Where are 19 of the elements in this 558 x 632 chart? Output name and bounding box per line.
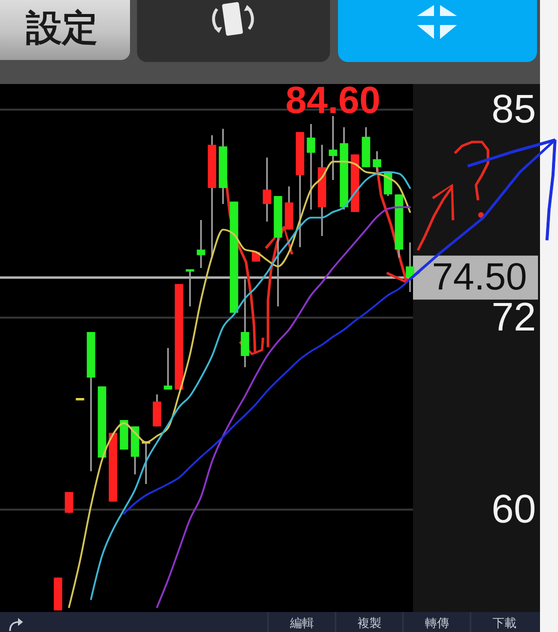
candlestick — [372, 150, 382, 173]
annotation: 84.60 — [285, 80, 381, 122]
candlestick — [328, 115, 338, 181]
candlestick — [262, 156, 272, 222]
text: 設定 — [25, 8, 98, 49]
line-series — [123, 278, 411, 514]
text: 複製 — [357, 616, 382, 630]
candlestick — [164, 347, 172, 390]
text: 編輯 — [288, 616, 314, 630]
candlestick — [196, 219, 206, 269]
y-tick-label: 60 — [492, 488, 536, 532]
candlestick — [64, 491, 74, 514]
text: 下載 — [492, 616, 516, 630]
candlestick — [186, 268, 194, 308]
text: 轉傳 — [424, 616, 449, 630]
candlestick — [306, 123, 316, 210]
candlestick — [240, 278, 250, 368]
y-tick-label: 85 — [492, 88, 536, 132]
line-series — [156, 206, 411, 608]
